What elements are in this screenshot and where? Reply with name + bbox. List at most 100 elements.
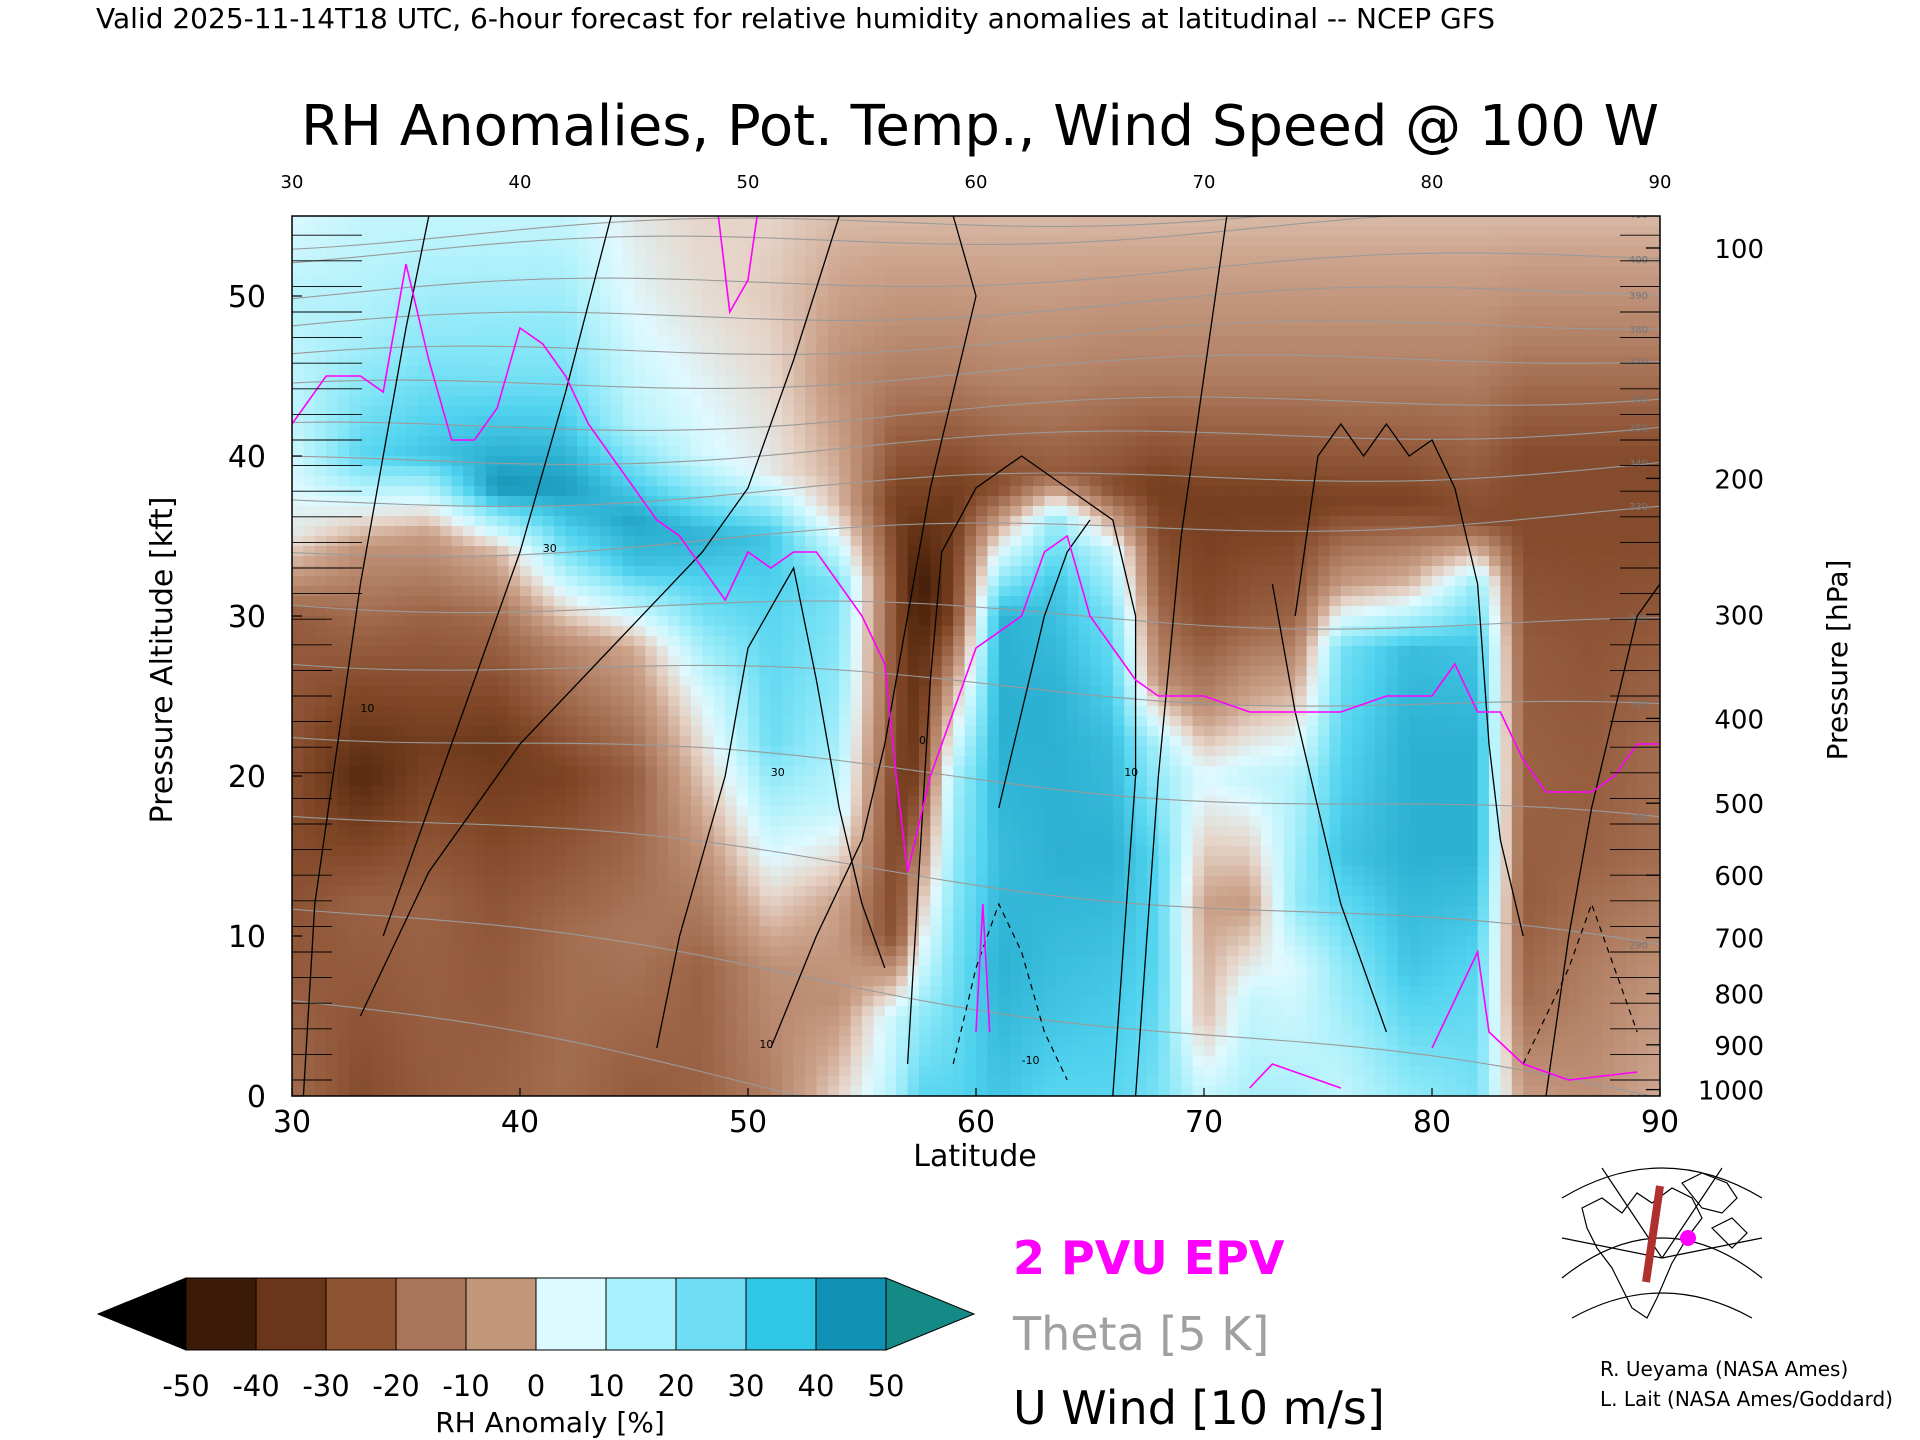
heat-cell [839, 856, 852, 867]
heat-cell [337, 216, 350, 227]
heat-cell [303, 416, 316, 427]
heat-cell [554, 446, 567, 457]
heat-cell [645, 736, 658, 747]
heat-cell [531, 406, 544, 417]
heat-cell [827, 666, 840, 677]
heat-cell [782, 846, 795, 857]
heat-cell [919, 626, 931, 637]
heat-cell [691, 456, 703, 467]
heat-cell [668, 966, 681, 977]
heat-cell [748, 426, 760, 437]
heat-cell [292, 796, 304, 807]
heat-cell [451, 796, 464, 807]
heat-cell [611, 496, 624, 507]
heat-cell [679, 446, 692, 457]
heat-cell [622, 916, 635, 927]
heat-cell [622, 996, 635, 1007]
heat-cell [394, 1026, 407, 1037]
heat-cell [554, 356, 567, 367]
heat-cell [793, 426, 806, 437]
heat-cell [314, 706, 327, 717]
heat-cell [520, 1026, 532, 1037]
heat-cell [805, 346, 817, 357]
heat-cell [349, 416, 361, 427]
heat-cell [326, 366, 339, 377]
heat-cell [782, 506, 795, 517]
heat-cell [622, 286, 635, 297]
heat-cell [668, 636, 681, 647]
heat-cell [713, 1026, 726, 1037]
heat-cell [725, 286, 738, 297]
heat-cell [292, 866, 304, 877]
heat-cell [588, 646, 601, 657]
heat-cell [702, 1056, 715, 1067]
heat-cell [907, 936, 920, 947]
heat-cell [508, 1026, 521, 1037]
heat-cell [634, 786, 646, 797]
heat-cell [474, 636, 487, 647]
heat-cell [668, 646, 681, 657]
heat-cell [634, 706, 646, 717]
heat-cell [383, 876, 396, 887]
heat-cell [485, 226, 498, 237]
heat-cell [782, 346, 795, 357]
heat-cell [816, 236, 829, 247]
heat-cell [428, 706, 441, 717]
heat-cell [725, 996, 738, 1007]
heat-cell [497, 976, 510, 987]
heat-cell [679, 326, 692, 337]
heat-cell [565, 416, 578, 427]
heat-cell [485, 1086, 498, 1096]
heat-cell [656, 966, 669, 977]
heat-cell [292, 276, 304, 287]
heat-cell [850, 656, 863, 667]
heat-cell [793, 806, 806, 817]
heat-cell [474, 286, 487, 297]
heat-cell [656, 386, 669, 397]
heat-cell [542, 436, 555, 447]
heat-cell [292, 626, 304, 637]
heat-cell [360, 336, 373, 347]
heat-cell [371, 496, 384, 507]
heat-cell [759, 646, 772, 657]
heat-cell [873, 886, 886, 897]
heat-cell [725, 896, 738, 907]
heat-cell [577, 906, 589, 917]
heat-cell [679, 286, 692, 297]
heat-cell [497, 796, 510, 807]
heat-cell [485, 316, 498, 327]
heat-cell [428, 906, 441, 917]
heat-cell [326, 876, 339, 887]
heat-cell [440, 286, 453, 297]
heat-cell [599, 986, 612, 997]
heat-cell [873, 276, 886, 287]
heat-cell [850, 746, 863, 757]
heat-cell [896, 766, 909, 777]
heat-cell [371, 616, 384, 627]
heat-cell [440, 1006, 453, 1017]
heat-cell [497, 1046, 510, 1057]
heat-cell [634, 1036, 646, 1047]
heat-cell [417, 736, 430, 747]
heat-cell [907, 336, 920, 347]
heat-cell [542, 486, 555, 497]
heat-cell [485, 716, 498, 727]
heat-cell [691, 796, 703, 807]
heat-cell [497, 346, 510, 357]
heat-cell [531, 346, 544, 357]
heat-cell [668, 926, 681, 937]
heat-cell [634, 636, 646, 647]
heat-cell [508, 376, 521, 387]
heat-cell [770, 926, 783, 937]
heat-cell [805, 266, 817, 277]
heat-cell [531, 616, 544, 627]
heat-cell [725, 926, 738, 937]
heat-cell [314, 636, 327, 647]
heat-cell [919, 606, 931, 617]
heat-cell [702, 776, 715, 787]
heat-cell [508, 756, 521, 767]
heat-cell [417, 516, 430, 527]
heat-cell [508, 256, 521, 267]
heat-cell [873, 716, 886, 727]
heat-cell [759, 316, 772, 327]
